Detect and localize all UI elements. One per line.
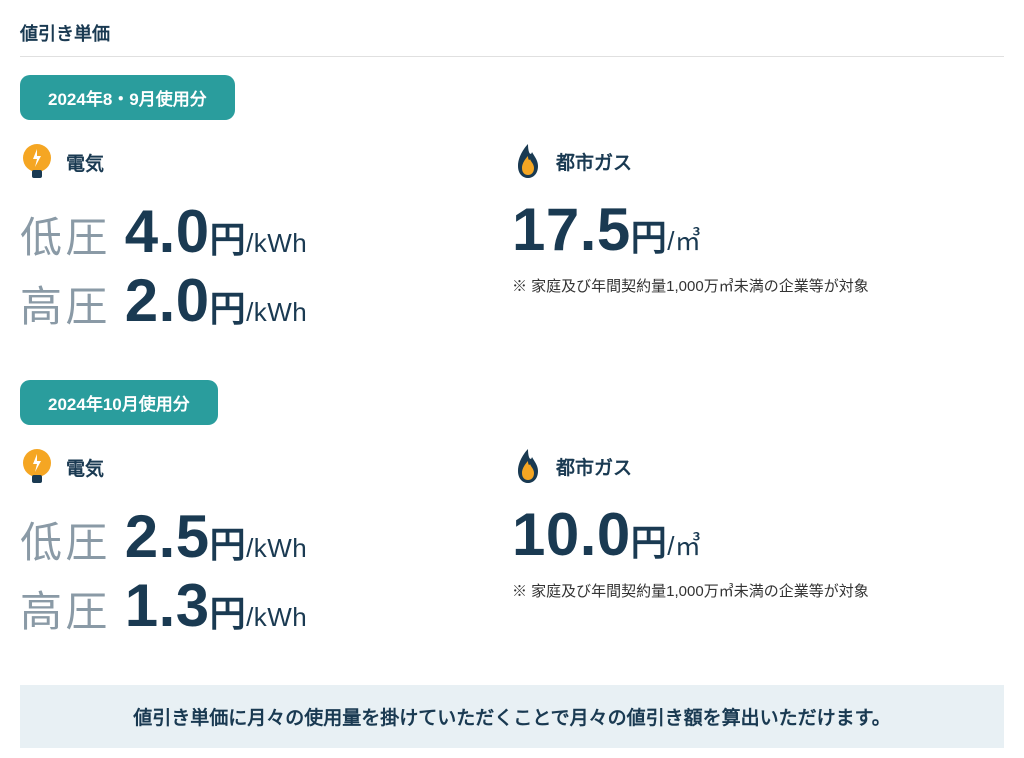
period-block: 2024年10月使用分 電気 低圧 2.5 円 /kWh 高 [20,380,1004,645]
electric-column: 電気 低圧 2.5 円 /kWh 高圧 1.3 円 /kWh [20,447,512,645]
price-line-high: 高圧 1.3 円 /kWh [20,576,512,639]
period-badge: 2024年8・9月使用分 [20,75,235,120]
voltage-label: 低圧 [20,509,111,570]
voltage-label: 高圧 [20,273,111,334]
price-line-low: 低圧 2.5 円 /kWh [20,507,512,570]
category-header: 電気 [20,447,512,487]
category-label: 都市ガス [556,453,632,480]
price-unit-yen: 円 [631,209,667,261]
flame-icon [512,447,544,485]
price-value: 17.5 [512,200,631,260]
category-header: 電気 [20,142,512,182]
price-line-high: 高圧 2.0 円 /kWh [20,271,512,334]
lightbulb-icon [20,142,54,182]
period-badge: 2024年10月使用分 [20,380,218,425]
gas-note: ※ 家庭及び年間契約量1,000万㎥未満の企業等が対象 [512,275,1004,296]
gas-note: ※ 家庭及び年間契約量1,000万㎥未満の企業等が対象 [512,580,1004,601]
category-header: 都市ガス [512,142,1004,180]
price-value: 2.0 [125,271,210,331]
price-value: 4.0 [125,202,210,262]
price-unit-per: /kWh [246,602,307,633]
footer-note: 値引き単価に月々の使用量を掛けていただくことで月々の値引き額を算出いただけます。 [20,685,1004,748]
section-title: 値引き単価 [20,20,1004,57]
price-unit-yen: 円 [210,516,246,568]
price-unit-yen: 円 [631,514,667,566]
price-value: 10.0 [512,505,631,565]
voltage-label: 高圧 [20,578,111,639]
voltage-label: 低圧 [20,204,111,265]
price-unit-yen: 円 [210,585,246,637]
price-value: 2.5 [125,507,210,567]
price-unit-per: /kWh [246,228,307,259]
price-row: 電気 低圧 2.5 円 /kWh 高圧 1.3 円 /kWh [20,447,1004,645]
category-label: 電気 [66,149,104,176]
gas-column: 都市ガス 10.0 円 /㎥ ※ 家庭及び年間契約量1,000万㎥未満の企業等が… [512,447,1004,645]
price-line-low: 低圧 4.0 円 /kWh [20,202,512,265]
category-label: 電気 [66,454,104,481]
price-row: 電気 低圧 4.0 円 /kWh 高圧 2.0 円 /kWh [20,142,1004,340]
price-unit-per: /kWh [246,297,307,328]
category-header: 都市ガス [512,447,1004,485]
price-unit-yen: 円 [210,280,246,332]
lightbulb-icon [20,447,54,487]
price-unit-per: /㎥ [667,221,701,258]
flame-icon [512,142,544,180]
price-value: 1.3 [125,576,210,636]
period-block: 2024年8・9月使用分 電気 低圧 4.0 円 /kWh [20,75,1004,340]
price-unit-per: /kWh [246,533,307,564]
price-unit-per: /㎥ [667,526,701,563]
gas-column: 都市ガス 17.5 円 /㎥ ※ 家庭及び年間契約量1,000万㎥未満の企業等が… [512,142,1004,340]
price-unit-yen: 円 [210,211,246,263]
price-line-gas: 10.0 円 /㎥ [512,505,1004,566]
price-line-gas: 17.5 円 /㎥ [512,200,1004,261]
category-label: 都市ガス [556,148,632,175]
electric-column: 電気 低圧 4.0 円 /kWh 高圧 2.0 円 /kWh [20,142,512,340]
